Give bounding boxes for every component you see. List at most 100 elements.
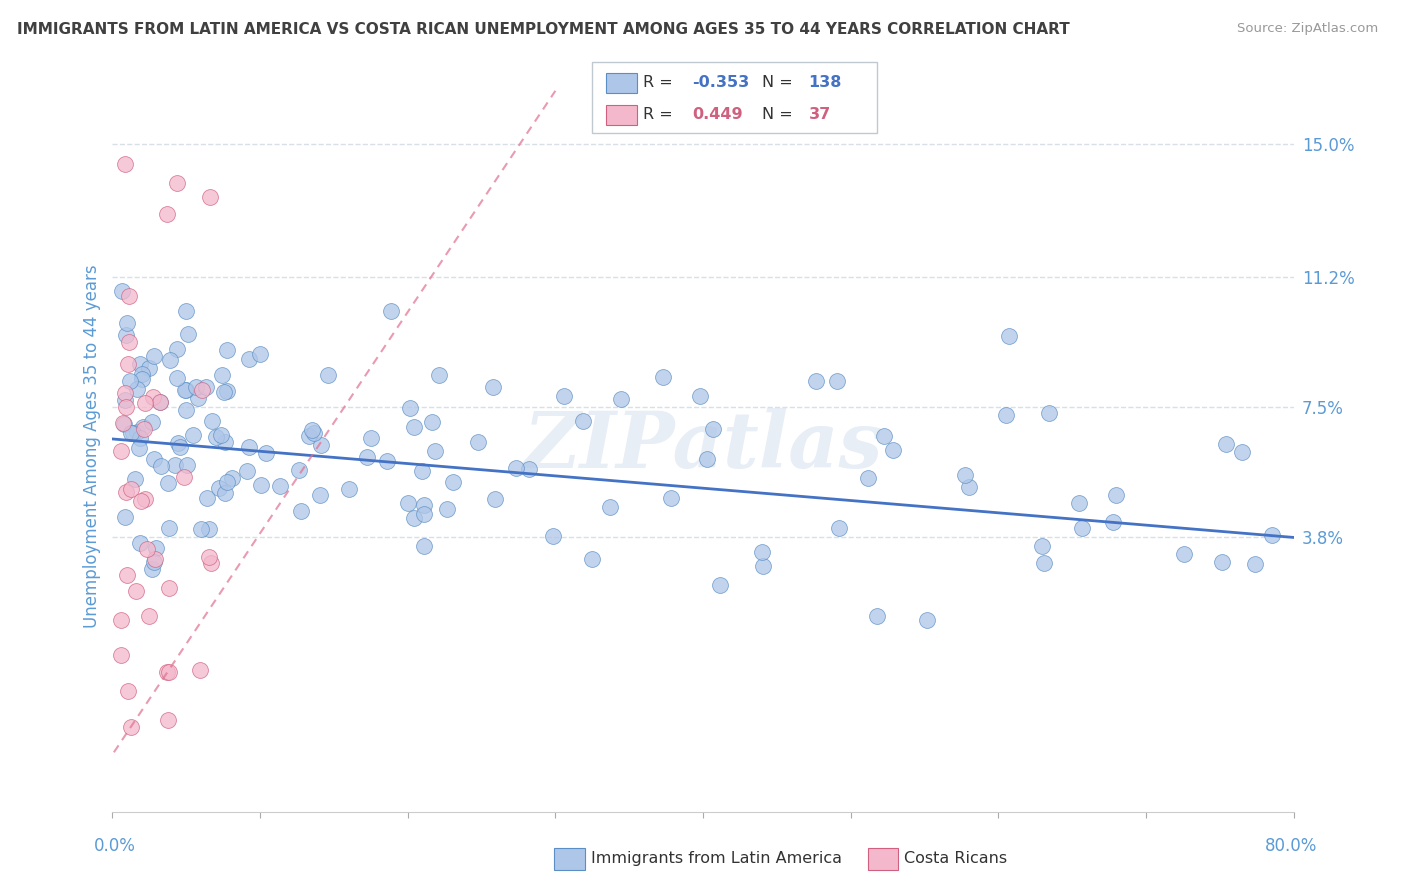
- Text: 0.0%: 0.0%: [94, 837, 136, 855]
- Point: [309, 488, 332, 502]
- Point: [110, 648, 132, 662]
- Point: [337, 483, 360, 497]
- Point: [413, 539, 436, 553]
- Point: [138, 361, 160, 376]
- Point: [169, 440, 191, 454]
- Point: [198, 549, 221, 564]
- Point: [316, 368, 339, 383]
- Point: [995, 408, 1018, 422]
- Point: [118, 335, 141, 350]
- Point: [413, 498, 436, 512]
- Point: [115, 328, 138, 343]
- Point: [467, 434, 489, 449]
- Point: [115, 317, 138, 331]
- Point: [131, 372, 153, 386]
- Point: [128, 441, 150, 455]
- Point: [441, 475, 464, 490]
- Point: [122, 425, 145, 440]
- Point: [159, 352, 181, 367]
- Point: [302, 426, 325, 441]
- Point: [157, 582, 180, 596]
- Point: [156, 475, 179, 490]
- Point: [204, 430, 226, 444]
- Point: [482, 380, 505, 394]
- Point: [155, 207, 177, 221]
- Point: [214, 486, 236, 500]
- Point: [217, 384, 239, 399]
- Point: [198, 190, 221, 204]
- Point: [856, 471, 879, 485]
- Point: [110, 613, 132, 627]
- Text: 0.449: 0.449: [692, 107, 742, 122]
- Point: [129, 357, 152, 371]
- Point: [254, 446, 277, 460]
- Point: [176, 326, 198, 341]
- Text: 37: 37: [808, 107, 831, 122]
- Point: [915, 613, 938, 627]
- Point: [200, 556, 222, 570]
- Text: ZIPatlas: ZIPatlas: [523, 408, 883, 484]
- Text: Costa Ricans: Costa Ricans: [904, 851, 1007, 865]
- Point: [751, 545, 773, 559]
- Point: [201, 414, 224, 428]
- Point: [149, 394, 172, 409]
- Point: [269, 478, 291, 492]
- Point: [118, 288, 141, 302]
- Point: [420, 415, 443, 429]
- Point: [114, 385, 136, 400]
- Point: [1173, 547, 1195, 561]
- Point: [957, 480, 980, 494]
- Point: [141, 415, 163, 429]
- Point: [411, 464, 433, 478]
- Point: [120, 425, 142, 440]
- Point: [1031, 539, 1053, 553]
- Point: [599, 500, 621, 514]
- Point: [553, 389, 575, 403]
- Point: [112, 416, 135, 430]
- Point: [360, 431, 382, 445]
- Point: [380, 304, 402, 318]
- Point: [413, 507, 436, 521]
- Point: [163, 458, 186, 473]
- Point: [238, 352, 260, 367]
- Point: [238, 440, 260, 454]
- Point: [176, 458, 198, 473]
- Point: [1071, 521, 1094, 535]
- Point: [195, 491, 218, 505]
- Point: [217, 475, 239, 489]
- Text: Source: ZipAtlas.com: Source: ZipAtlas.com: [1237, 22, 1378, 36]
- Point: [132, 420, 155, 434]
- Point: [872, 429, 894, 443]
- Text: R =: R =: [643, 107, 678, 122]
- Point: [174, 383, 197, 397]
- Point: [134, 491, 156, 506]
- Point: [221, 471, 243, 485]
- Point: [124, 472, 146, 486]
- Point: [1215, 437, 1237, 451]
- Point: [1038, 405, 1060, 419]
- Point: [157, 714, 180, 728]
- Point: [142, 391, 165, 405]
- Point: [131, 368, 153, 382]
- Point: [752, 559, 775, 574]
- Point: [396, 495, 419, 509]
- Point: [142, 349, 165, 363]
- Point: [375, 454, 398, 468]
- Point: [118, 374, 141, 388]
- Point: [117, 684, 139, 698]
- Point: [997, 328, 1019, 343]
- Y-axis label: Unemployment Among Ages 35 to 44 years: Unemployment Among Ages 35 to 44 years: [83, 264, 101, 628]
- Point: [191, 383, 214, 397]
- Point: [157, 521, 180, 535]
- Point: [214, 434, 236, 449]
- Point: [828, 521, 851, 535]
- Point: [309, 438, 332, 452]
- Point: [136, 541, 159, 556]
- Point: [1067, 496, 1090, 510]
- Point: [176, 403, 198, 417]
- Point: [1261, 527, 1284, 541]
- Point: [174, 304, 197, 318]
- Point: [190, 522, 212, 536]
- Point: [166, 342, 188, 356]
- Point: [110, 444, 132, 458]
